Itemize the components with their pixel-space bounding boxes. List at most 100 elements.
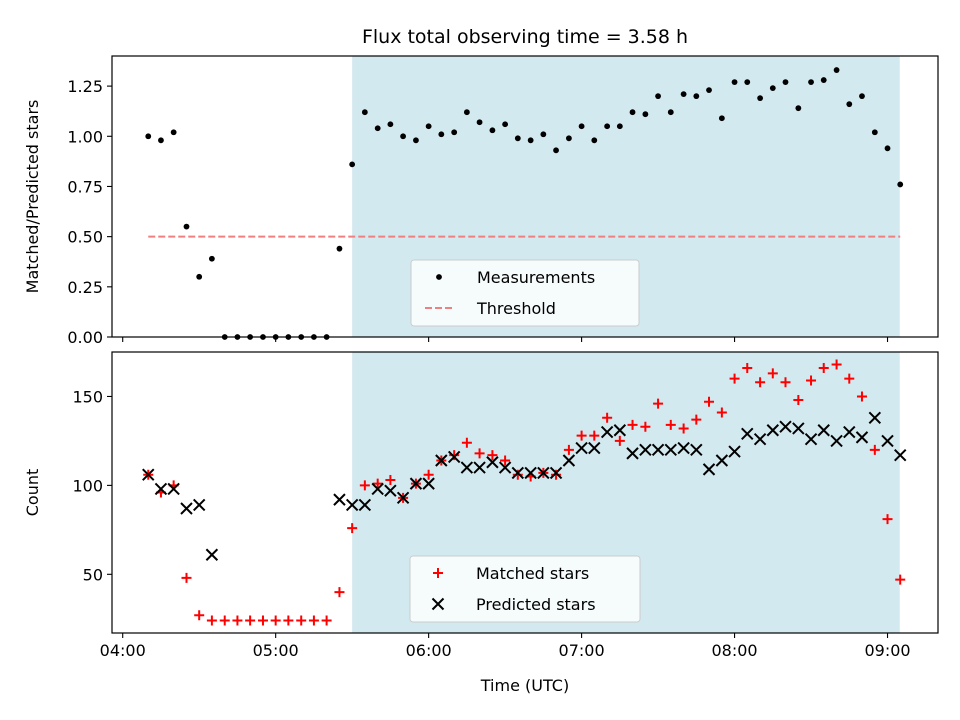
predicted-stars-point: [142, 468, 155, 481]
matched-stars-point: [882, 514, 893, 525]
predicted-stars-point: [613, 424, 627, 437]
matched-stars-point: [716, 407, 727, 418]
matched-stars-point: [359, 480, 370, 491]
measurements-point: [846, 101, 853, 108]
measurements-point: [706, 87, 712, 94]
predicted-stars-point: [651, 443, 665, 457]
predicted-stars-point: [460, 461, 474, 474]
measurements-point: [744, 79, 751, 85]
predicted-stars-point: [728, 445, 741, 458]
predicted-stars-point: [715, 454, 729, 467]
matched-stars-point: [640, 421, 651, 432]
y-tick-label: 0.75: [67, 177, 103, 196]
matched-stars-point: [461, 437, 472, 448]
legend-swatch-predicted-stars: [431, 597, 445, 611]
matched-stars-point: [296, 615, 307, 626]
matched-stars-point: [742, 363, 753, 374]
matched-stars-point: [844, 373, 855, 384]
matched-stars-point: [869, 444, 880, 455]
predicted-stars-point: [537, 466, 550, 480]
matched-stars-point: [194, 610, 205, 621]
predicted-stars-point: [192, 498, 206, 512]
legend-swatch-measurements: [436, 274, 442, 280]
top-panel-legend: Measurements Threshold: [410, 259, 640, 327]
y-tick-label: 1.00: [67, 127, 103, 146]
measurements-point: [871, 129, 878, 136]
predicted-stars-point: [766, 424, 780, 437]
measurements-point: [387, 121, 394, 128]
predicted-stars-point: [486, 456, 499, 469]
predicted-stars-point: [345, 498, 359, 512]
matched-stars-point: [347, 523, 358, 534]
measurements-point: [540, 131, 547, 138]
predicted-stars-point: [409, 477, 423, 490]
predicted-stars-point: [779, 420, 792, 433]
predicted-stars-point: [639, 443, 652, 457]
matched-stars-point: [270, 615, 281, 626]
predicted-stars-point: [600, 425, 614, 439]
predicted-stars-point: [511, 466, 525, 480]
predicted-stars-point: [830, 434, 843, 448]
y-tick-label: 50: [83, 565, 103, 584]
predicted-stars-point: [396, 491, 410, 505]
predicted-stars-point: [881, 434, 894, 448]
matched-stars-point: [602, 412, 613, 423]
measurements-point: [667, 109, 674, 116]
matched-stars-point: [831, 359, 842, 370]
measurements-point: [655, 93, 661, 100]
bottom-panel-x-ticks: 04:00 05:00 06:00 07:00 08:00 09:00: [100, 633, 911, 660]
predicted-stars-point: [868, 411, 882, 425]
measurements-point: [489, 127, 496, 134]
measurements-point: [208, 255, 215, 262]
predicted-stars-point: [180, 502, 193, 515]
x-tick-label: 05:00: [253, 641, 299, 660]
predicted-stars-point: [664, 443, 677, 457]
top-panel-frame: [111, 55, 939, 338]
predicted-stars-point: [702, 463, 716, 476]
measurements-point: [769, 85, 776, 92]
measurements-point: [757, 95, 764, 102]
measurements-point: [145, 133, 152, 140]
measurements-point: [336, 245, 343, 252]
matched-stars-point: [627, 419, 638, 430]
predicted-stars-point: [588, 441, 601, 455]
matched-stars-point: [614, 435, 625, 446]
measurements-point: [183, 223, 190, 230]
matched-stars-point: [806, 375, 817, 386]
matched-stars-point: [423, 469, 434, 480]
measurements-point: [170, 129, 177, 136]
measurements-point: [616, 123, 623, 130]
predicted-stars-point: [167, 482, 180, 496]
legend-box: [410, 259, 640, 327]
matched-stars-point: [283, 615, 294, 626]
predicted-stars-point: [447, 450, 461, 464]
predicted-stars-point: [894, 448, 907, 462]
matched-stars-point: [895, 574, 906, 585]
predicted-stars-point: [524, 466, 537, 480]
bottom-panel-frame: [111, 351, 939, 634]
predicted-stars-point: [626, 447, 639, 460]
predicted-stars-point: [843, 425, 856, 439]
predicted-stars-point: [154, 482, 168, 496]
measurements-point: [693, 93, 700, 100]
x-tick-label: 08:00: [712, 641, 758, 660]
matched-stars-point: [780, 377, 791, 388]
measurements-point: [553, 147, 559, 154]
top-panel-y-ticks: 0.00 0.25 0.50 0.75 1.00 1.25: [67, 77, 112, 347]
measurements-point: [731, 79, 738, 85]
measurements-point: [349, 161, 356, 168]
predicted-stars-point: [792, 422, 805, 435]
predicted-stars-point: [804, 432, 818, 446]
matched-stars-point: [856, 391, 867, 402]
measurements-point: [413, 137, 419, 144]
matched-stars-point: [589, 430, 600, 441]
matched-stars-point: [691, 414, 702, 425]
measurements-point: [451, 129, 458, 136]
measurements-point: [859, 93, 865, 100]
x-tick-label: 04:00: [100, 641, 146, 660]
matched-stars-point: [257, 615, 268, 626]
measurements-point: [514, 135, 521, 142]
y-tick-label: 0.25: [67, 278, 103, 297]
measurements-point: [425, 123, 432, 130]
